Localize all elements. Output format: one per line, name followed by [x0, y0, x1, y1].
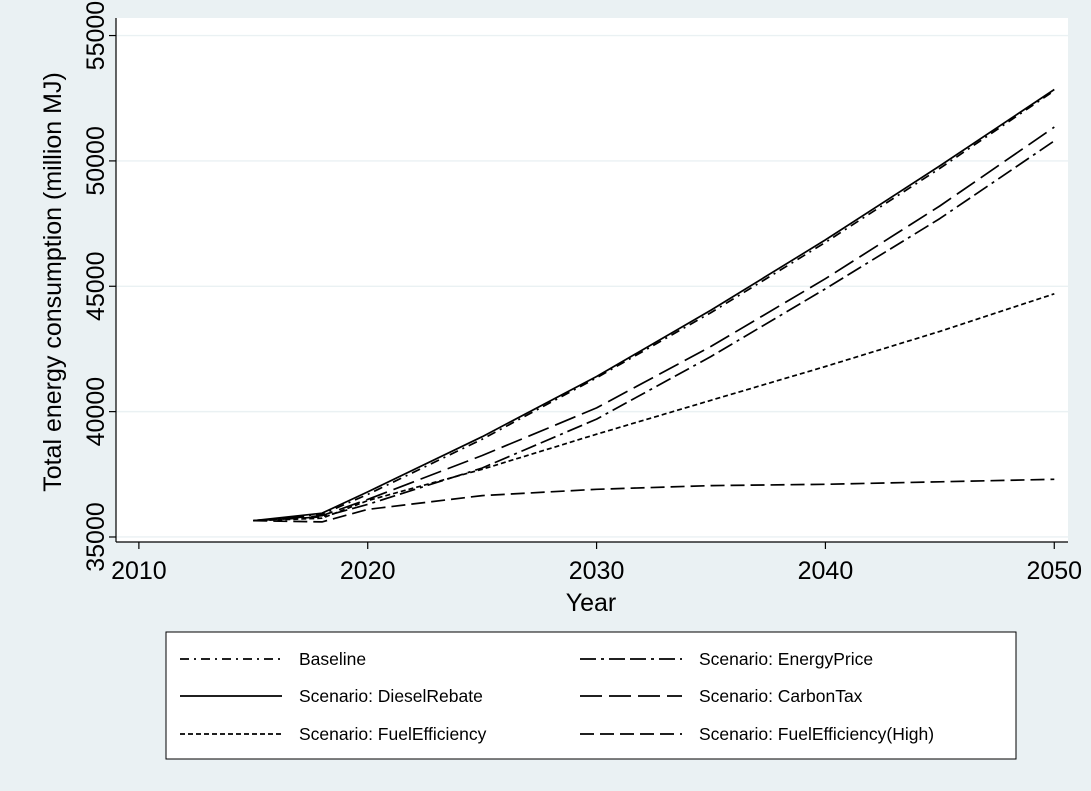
legend-label-5: Scenario: FuelEfficiency [299, 724, 487, 744]
plot-background [116, 18, 1068, 542]
plot-area [116, 18, 1068, 542]
y-tick-label: 50000 [82, 126, 110, 196]
series-line-3 [253, 88, 1055, 522]
series-layer [253, 88, 1055, 523]
y-tick-label: 35000 [82, 502, 110, 572]
y-axis-title: Total energy consumption (million MJ) [39, 72, 67, 492]
series-line-1 [253, 89, 1055, 522]
x-tick-label: 2020 [340, 557, 396, 585]
y-tick-label: 55000 [82, 1, 110, 71]
legend-label-1: Baseline [299, 649, 366, 669]
legend-label-3: Scenario: DieselRebate [299, 686, 483, 706]
x-tick-label: 2040 [798, 557, 854, 585]
x-tick-label: 2010 [111, 557, 167, 585]
series-line-6 [253, 478, 1055, 523]
x-axis-title: Year [566, 589, 617, 617]
legend-label-2: Scenario: EnergyPrice [699, 649, 873, 669]
x-tick-label: 2030 [569, 557, 625, 585]
legend: Baseline Scenario: EnergyPrice Scenario: D… [165, 631, 1017, 760]
y-tick-label: 45000 [82, 252, 110, 322]
series-line-4 [253, 126, 1055, 522]
legend-label-4: Scenario: CarbonTax [699, 686, 863, 706]
y-tick-label: 40000 [82, 377, 110, 447]
series-line-5 [253, 292, 1055, 522]
x-tick-label: 2050 [1026, 557, 1082, 585]
legend-label-6: Scenario: FuelEfficiency(High) [699, 724, 934, 744]
axes: 35000 40000 45000 50000 55000 2010 2020 2030 204… [82, 1, 1082, 585]
